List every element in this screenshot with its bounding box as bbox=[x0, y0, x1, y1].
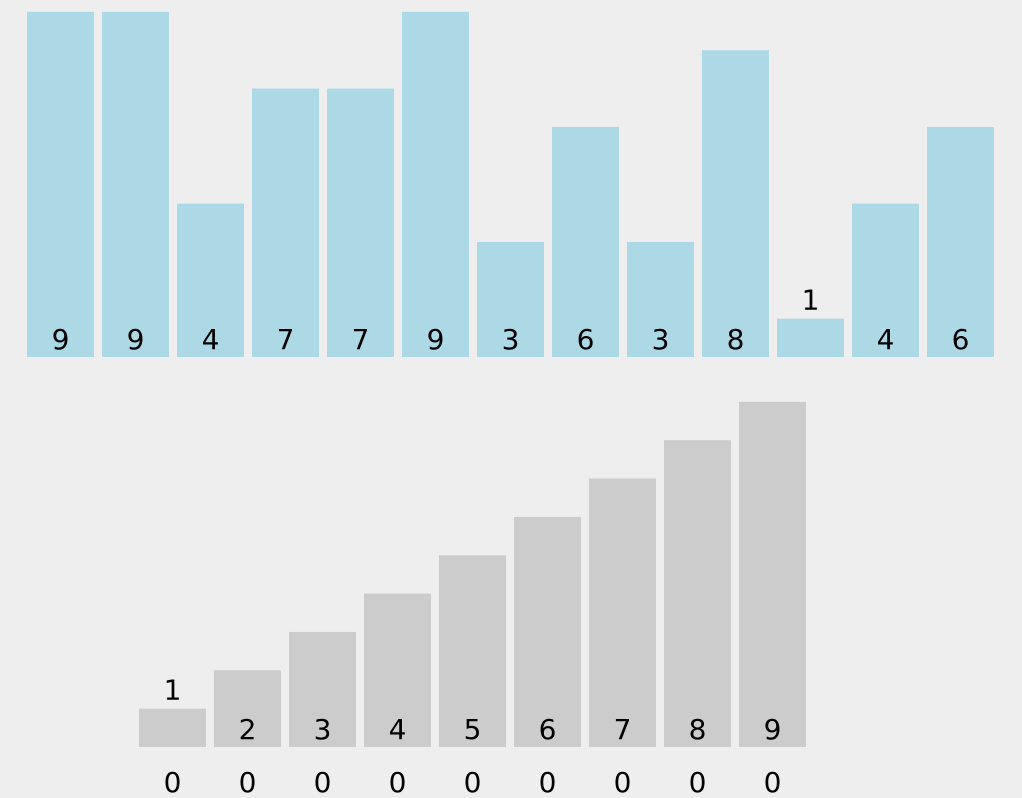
bucket-bar bbox=[439, 555, 506, 747]
bucket-count-label: 0 bbox=[239, 766, 257, 798]
input-value-label: 9 bbox=[52, 323, 70, 356]
input-bar bbox=[177, 203, 244, 357]
bucket-bar bbox=[139, 708, 206, 747]
input-bar bbox=[702, 50, 769, 357]
bucket-value-label: 3 bbox=[314, 713, 332, 746]
bucket-value-label: 7 bbox=[614, 713, 632, 746]
input-bar bbox=[852, 203, 919, 357]
bucket-value-label: 8 bbox=[689, 713, 707, 746]
input-value-label: 4 bbox=[877, 323, 895, 356]
input-value-label: 3 bbox=[652, 323, 670, 356]
input-value-label: 3 bbox=[502, 323, 520, 356]
input-bar bbox=[327, 88, 394, 358]
input-bar bbox=[252, 88, 319, 358]
bucket-value-label: 2 bbox=[239, 713, 257, 746]
bucket-bar bbox=[364, 593, 431, 747]
bucket-count-label: 0 bbox=[539, 766, 557, 798]
input-value-label: 4 bbox=[202, 323, 220, 356]
input-value-label: 7 bbox=[277, 323, 295, 356]
bucket-value-label: 5 bbox=[464, 713, 482, 746]
bucket-bar bbox=[739, 401, 806, 747]
input-value-label: 6 bbox=[952, 323, 970, 356]
bucket-bar bbox=[289, 631, 356, 747]
input-value-label: 1 bbox=[802, 284, 820, 317]
bucket-value-label: 4 bbox=[389, 713, 407, 746]
bucket-value-label: 9 bbox=[764, 713, 782, 746]
bucket-value-label: 6 bbox=[539, 713, 557, 746]
bucket-count-label: 0 bbox=[314, 766, 332, 798]
input-bar bbox=[927, 126, 994, 358]
bucket-chart: 1 0 2 0 3 0 4 0 5 0 6 0 7 0 8 0 9 0 bbox=[139, 401, 806, 798]
input-value-label: 7 bbox=[352, 323, 370, 356]
bucket-count-label: 0 bbox=[389, 766, 407, 798]
input-bar bbox=[402, 11, 469, 357]
bucket-bar bbox=[214, 670, 281, 747]
bucket-count-label: 0 bbox=[614, 766, 632, 798]
bucket-value-label: 1 bbox=[164, 674, 182, 707]
input-bar bbox=[477, 241, 544, 357]
input-value-label: 9 bbox=[427, 323, 445, 356]
bucket-bar bbox=[589, 478, 656, 747]
bucket-count-label: 0 bbox=[689, 766, 707, 798]
bucket-bar bbox=[514, 516, 581, 747]
input-bar bbox=[627, 241, 694, 357]
input-value-label: 8 bbox=[727, 323, 745, 356]
input-value-label: 6 bbox=[577, 323, 595, 356]
bucket-bar bbox=[664, 440, 731, 747]
input-bar bbox=[27, 11, 94, 357]
input-value-label: 9 bbox=[127, 323, 145, 356]
input-array-chart: 9 9 4 7 7 9 3 6 3 8 1 4 6 bbox=[27, 11, 994, 358]
input-bar bbox=[552, 126, 619, 358]
input-bar bbox=[102, 11, 169, 357]
bucket-count-label: 0 bbox=[464, 766, 482, 798]
bucket-count-label: 0 bbox=[164, 766, 182, 798]
bucket-count-label: 0 bbox=[764, 766, 782, 798]
input-bar bbox=[777, 318, 844, 357]
